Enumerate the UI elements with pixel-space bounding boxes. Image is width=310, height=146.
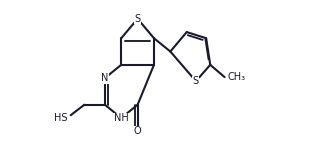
Text: S: S xyxy=(193,76,199,86)
Text: S: S xyxy=(135,14,141,24)
Text: HS: HS xyxy=(54,113,67,123)
Text: O: O xyxy=(134,126,141,136)
Text: N: N xyxy=(101,73,108,83)
Text: NH: NH xyxy=(114,113,129,123)
Text: CH₃: CH₃ xyxy=(228,72,246,82)
